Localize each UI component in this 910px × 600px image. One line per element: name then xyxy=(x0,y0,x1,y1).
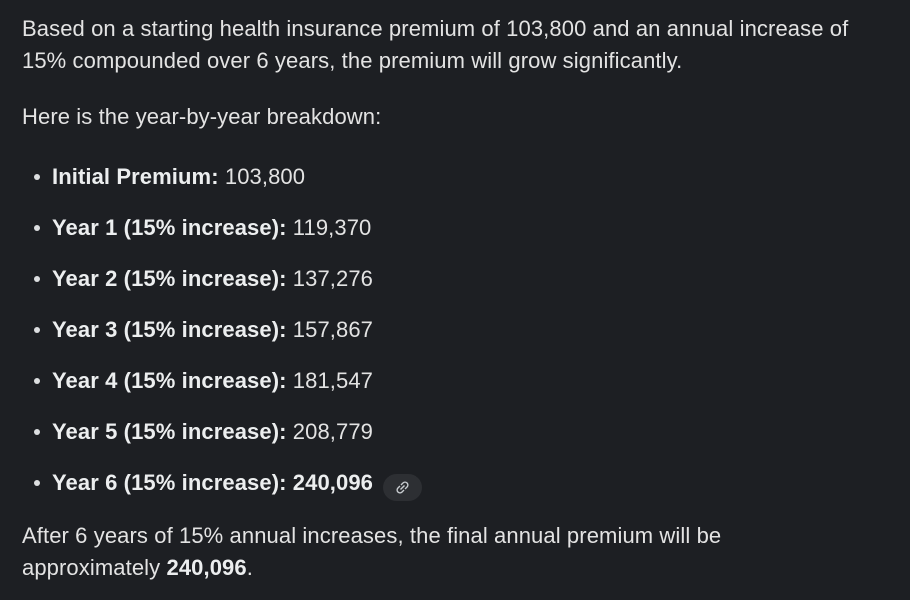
bullet-icon xyxy=(34,480,40,486)
list-item-year-3: Year 3 (15% increase): 157,867 xyxy=(22,314,850,346)
list-item-year-6: Year 6 (15% increase): 240,096 xyxy=(22,467,850,501)
bullet-icon xyxy=(34,225,40,231)
list-item-label: Year 3 (15% increase): xyxy=(52,317,287,342)
list-item-year-1: Year 1 (15% increase): 119,370 xyxy=(22,212,850,244)
list-item-label: Year 6 (15% increase): xyxy=(52,470,287,495)
list-item-year-4: Year 4 (15% increase): 181,547 xyxy=(22,365,850,397)
bullet-icon xyxy=(34,429,40,435)
list-item-initial-premium: Initial Premium: 103,800 xyxy=(22,161,850,193)
list-item-label: Year 2 (15% increase): xyxy=(52,266,287,291)
conclusion-text: After 6 years of 15% annual increases, t… xyxy=(22,523,722,580)
bullet-icon xyxy=(34,276,40,282)
list-item-value: 103,800 xyxy=(224,164,306,189)
link-icon xyxy=(396,481,409,494)
list-item-value: 119,370 xyxy=(292,215,372,240)
source-chip[interactable] xyxy=(383,474,423,501)
list-item-label: Year 4 (15% increase): xyxy=(52,368,287,393)
list-item-label: Year 5 (15% increase): xyxy=(52,419,287,444)
list-item-value: 181,547 xyxy=(292,368,374,393)
assistant-response: Based on a starting health insurance pre… xyxy=(22,16,850,584)
breakdown-heading: Here is the year-by-year breakdown: xyxy=(22,104,382,129)
bullet-icon xyxy=(34,327,40,333)
bullet-icon xyxy=(34,174,40,180)
list-item-year-5: Year 5 (15% increase): 208,779 xyxy=(22,416,850,448)
list-item-label: Initial Premium: xyxy=(52,164,219,189)
breakdown-list: Initial Premium: 103,800 Year 1 (15% inc… xyxy=(22,161,850,501)
conclusion-period: . xyxy=(246,555,253,580)
conclusion-paragraph: After 6 years of 15% annual increases, t… xyxy=(22,520,850,584)
list-item-value: 240,096 xyxy=(292,470,374,495)
bullet-icon xyxy=(34,378,40,384)
list-item-value: 137,276 xyxy=(292,266,374,291)
list-item-label: Year 1 (15% increase): xyxy=(52,215,287,240)
list-item-value: 208,779 xyxy=(292,419,374,444)
intro-paragraph: Based on a starting health insurance pre… xyxy=(22,16,849,73)
list-item-value: 157,867 xyxy=(292,317,374,342)
conclusion-final-value: 240,096 xyxy=(166,555,247,580)
list-item-year-2: Year 2 (15% increase): 137,276 xyxy=(22,263,850,295)
